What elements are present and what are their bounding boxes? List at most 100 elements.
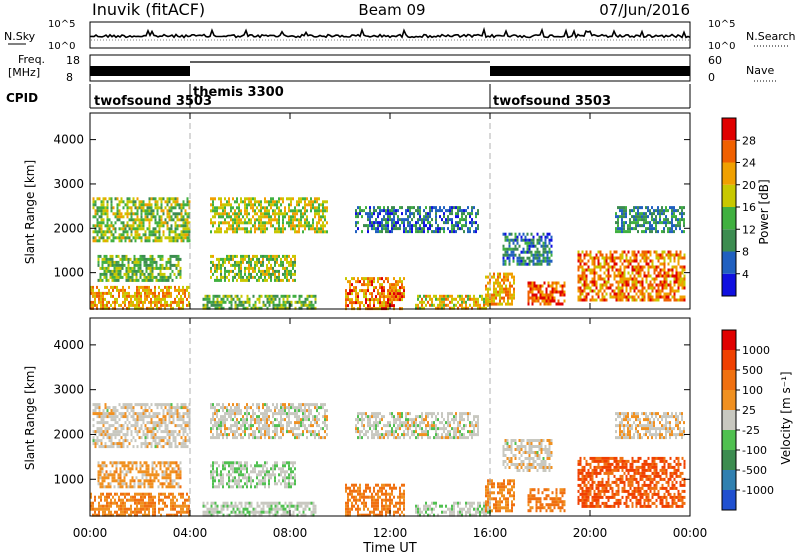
data-cell bbox=[399, 295, 401, 299]
data-cell bbox=[130, 209, 133, 213]
data-cell bbox=[359, 280, 361, 284]
data-cell bbox=[683, 256, 686, 260]
data-cell bbox=[154, 200, 157, 204]
data-cell bbox=[116, 215, 119, 219]
data-cell bbox=[158, 239, 161, 243]
data-cell bbox=[393, 215, 395, 219]
data-cell bbox=[647, 221, 649, 225]
data-cell bbox=[619, 274, 622, 278]
data-cell bbox=[288, 272, 290, 276]
data-cell bbox=[103, 275, 106, 279]
data-cell bbox=[232, 206, 234, 210]
data-cell bbox=[240, 418, 242, 422]
data-cell bbox=[387, 206, 389, 210]
data-cell bbox=[130, 495, 132, 499]
data-cell bbox=[385, 212, 387, 216]
data-cell bbox=[110, 239, 113, 243]
data-cell bbox=[96, 294, 98, 298]
data-cell bbox=[146, 203, 149, 207]
data-cell bbox=[120, 200, 123, 204]
data-cell bbox=[133, 263, 136, 267]
data-cell bbox=[270, 275, 272, 279]
data-cell bbox=[173, 479, 176, 483]
data-cell bbox=[367, 289, 369, 293]
data-cell bbox=[110, 206, 113, 210]
data-cell bbox=[116, 445, 119, 449]
data-cell bbox=[125, 473, 128, 477]
data-cell bbox=[92, 430, 95, 434]
data-cell bbox=[439, 209, 441, 213]
data-cell bbox=[110, 285, 112, 289]
data-cell bbox=[501, 278, 503, 282]
data-cell bbox=[111, 476, 114, 480]
data-cell bbox=[619, 209, 621, 213]
data-cell bbox=[112, 406, 115, 410]
data-cell bbox=[150, 492, 152, 496]
data-cell bbox=[657, 289, 660, 293]
data-cell bbox=[349, 289, 351, 293]
data-cell bbox=[387, 280, 389, 284]
data-cell bbox=[244, 272, 246, 276]
data-cell bbox=[170, 203, 173, 207]
data-cell bbox=[471, 224, 473, 228]
data-cell bbox=[116, 513, 118, 517]
data-cell bbox=[491, 302, 493, 306]
data-cell bbox=[371, 227, 373, 231]
data-cell bbox=[641, 277, 644, 281]
data-cell bbox=[320, 218, 322, 222]
data-cell bbox=[284, 269, 286, 273]
data-cell bbox=[675, 209, 677, 213]
data-cell bbox=[262, 224, 264, 228]
data-cell bbox=[284, 254, 286, 258]
data-cell bbox=[286, 272, 288, 276]
data-cell bbox=[136, 227, 139, 231]
data-cell bbox=[174, 430, 177, 434]
data-cell bbox=[186, 412, 189, 416]
data-cell bbox=[145, 266, 148, 270]
data-cell bbox=[512, 238, 515, 242]
data-cell bbox=[94, 297, 96, 301]
data-cell bbox=[671, 206, 673, 210]
data-cell bbox=[146, 306, 148, 310]
data-cell bbox=[499, 284, 501, 288]
data-cell bbox=[114, 412, 117, 416]
data-cell bbox=[101, 278, 104, 282]
data-cell bbox=[304, 224, 306, 228]
data-cell bbox=[238, 403, 240, 407]
data-cell bbox=[248, 203, 250, 207]
data-cell bbox=[637, 280, 640, 284]
data-cell bbox=[186, 433, 189, 437]
data-cell bbox=[102, 445, 105, 449]
data-cell bbox=[449, 300, 451, 304]
data-cell bbox=[290, 263, 292, 267]
data-cell bbox=[373, 277, 375, 281]
data-cell bbox=[162, 233, 165, 237]
data-cell bbox=[300, 209, 302, 213]
data-cell bbox=[170, 513, 172, 517]
data-cell bbox=[647, 298, 650, 302]
data-cell bbox=[105, 257, 108, 261]
data-cell bbox=[123, 464, 126, 468]
data-cell bbox=[216, 303, 219, 307]
data-cell bbox=[637, 215, 639, 219]
data-cell bbox=[280, 294, 283, 298]
data-cell bbox=[645, 259, 648, 263]
data-cell bbox=[258, 215, 260, 219]
data-cell bbox=[94, 507, 96, 511]
data-cell bbox=[246, 209, 248, 213]
data-cell bbox=[377, 277, 379, 281]
data-cell bbox=[298, 200, 300, 204]
data-cell bbox=[140, 297, 142, 301]
data-cell bbox=[595, 280, 598, 284]
data-cell bbox=[210, 266, 212, 270]
data-cell bbox=[357, 215, 359, 219]
data-cell bbox=[421, 218, 423, 222]
data-cell bbox=[375, 218, 377, 222]
data-cell bbox=[252, 418, 254, 422]
data-cell bbox=[399, 218, 401, 222]
data-cell bbox=[681, 265, 684, 269]
data-cell bbox=[637, 262, 640, 266]
data-cell bbox=[274, 260, 276, 264]
data-cell bbox=[326, 209, 328, 213]
data-cell bbox=[175, 275, 178, 279]
